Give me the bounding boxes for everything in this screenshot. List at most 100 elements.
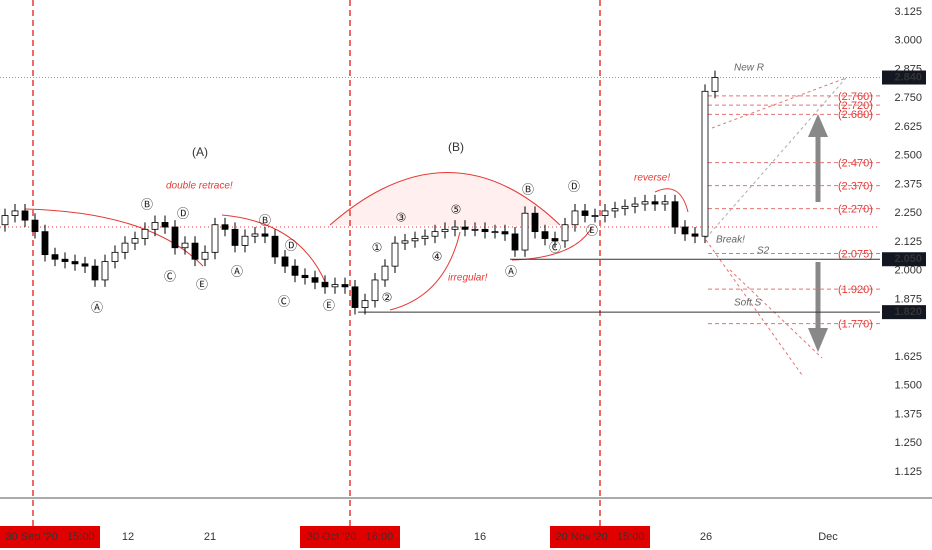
- candle-body: [161, 222, 169, 228]
- candle-body: [501, 231, 509, 235]
- candle-body: [91, 265, 99, 281]
- candle-body: [181, 242, 189, 249]
- x-tick-label: Dec: [818, 531, 838, 543]
- price-label: 2.840: [894, 71, 922, 83]
- candle-body: [551, 238, 559, 242]
- curve: [221, 214, 327, 285]
- candle-body: [41, 231, 49, 256]
- arrow-head: [808, 114, 828, 137]
- candle-body: [631, 203, 639, 207]
- annotation: (A): [192, 145, 208, 159]
- candle-body: [121, 242, 129, 253]
- candle-body: [81, 263, 89, 267]
- candle-body: [611, 208, 619, 212]
- candle-body: [671, 201, 679, 228]
- arc: [329, 172, 561, 226]
- candle-body: [1, 215, 9, 226]
- x-tick-label: 16: [474, 531, 486, 543]
- candle-body: [291, 265, 299, 276]
- candle-body: [411, 238, 419, 242]
- x-tick-label: 30 Oct '20 16:00: [307, 531, 394, 543]
- candle-body: [71, 261, 79, 265]
- level-label: (2.075): [838, 248, 873, 260]
- candle-body: [561, 224, 569, 242]
- candle-body: [691, 233, 699, 237]
- candle-body: [331, 284, 339, 288]
- y-tick-label: 2.125: [894, 236, 922, 248]
- wave-label: Ⓔ: [196, 278, 208, 292]
- price-label: 2.050: [894, 253, 922, 265]
- wave-label: Ⓒ: [549, 241, 561, 255]
- candle-body: [571, 210, 579, 226]
- shaded-arc: [330, 172, 560, 225]
- candle-body: [231, 228, 239, 246]
- wave-label: Ⓓ: [568, 180, 580, 194]
- y-tick-label: 1.625: [894, 351, 922, 363]
- trend-line: [705, 239, 803, 376]
- candle-body: [451, 226, 459, 230]
- wave-label: Ⓐ: [231, 265, 243, 279]
- candle-body: [591, 215, 599, 217]
- wave-label: Ⓑ: [522, 183, 534, 197]
- curve: [654, 188, 689, 213]
- candle-body: [681, 226, 689, 235]
- y-tick-label: 2.500: [894, 150, 922, 162]
- candle-body: [251, 233, 259, 237]
- price-label-box: [882, 305, 926, 320]
- x-tick-label: 12: [122, 531, 134, 543]
- y-tick-label: 1.375: [894, 408, 922, 420]
- wave-label: Ⓐ: [91, 301, 103, 315]
- candle-body: [11, 210, 19, 216]
- y-tick-label: 3.125: [894, 6, 922, 18]
- candle-body: [361, 300, 369, 308]
- annotation: reverse!: [634, 173, 670, 184]
- candle-body: [281, 256, 289, 267]
- candle-body: [311, 277, 319, 283]
- candle-body: [31, 219, 39, 233]
- candle-body: [101, 261, 109, 281]
- y-tick-label: 1.875: [894, 293, 922, 305]
- level-label: (2.470): [838, 158, 873, 170]
- x-tick-label: 21: [204, 531, 216, 543]
- x-label-box: [550, 526, 650, 548]
- level-label: (1.770): [838, 319, 873, 331]
- candle-body: [601, 210, 609, 216]
- arrow-head: [808, 328, 828, 352]
- candle-body: [111, 251, 119, 262]
- candle-body: [221, 224, 229, 230]
- candle-body: [711, 77, 719, 92]
- curve: [389, 231, 461, 311]
- candle-body: [61, 258, 69, 262]
- wave-label: Ⓔ: [586, 224, 598, 238]
- candle-body: [701, 90, 709, 237]
- annotation: Break!: [716, 235, 745, 246]
- x-label-box: [0, 526, 100, 548]
- annotation: Soft S: [734, 298, 762, 309]
- candle-body: [341, 284, 349, 288]
- candle-body: [211, 224, 219, 253]
- y-tick-label: 2.375: [894, 178, 922, 190]
- candle-body: [241, 235, 249, 246]
- y-tick-label: 1.250: [894, 437, 922, 449]
- wave-label: ③: [396, 211, 407, 225]
- annotation: (B): [448, 140, 464, 154]
- curve: [24, 208, 204, 267]
- x-tick-label: 30 Sep '20 15:00: [6, 531, 95, 543]
- candle-body: [301, 274, 309, 279]
- wave-label: Ⓐ: [505, 265, 517, 279]
- candle-body: [201, 251, 209, 260]
- candle-body: [491, 231, 499, 234]
- wave-label: Ⓒ: [278, 295, 290, 309]
- x-label-box: [300, 526, 400, 548]
- y-tick-label: 1.125: [894, 466, 922, 478]
- candle-body: [511, 233, 519, 251]
- annotation: S2: [757, 246, 770, 257]
- y-tick-label: 2.750: [894, 92, 922, 104]
- level-label: (2.760): [838, 91, 873, 103]
- candle-body: [151, 222, 159, 230]
- candle-body: [621, 205, 629, 210]
- candle-body: [531, 212, 539, 233]
- candle-body: [21, 210, 29, 221]
- candle-body: [421, 235, 429, 239]
